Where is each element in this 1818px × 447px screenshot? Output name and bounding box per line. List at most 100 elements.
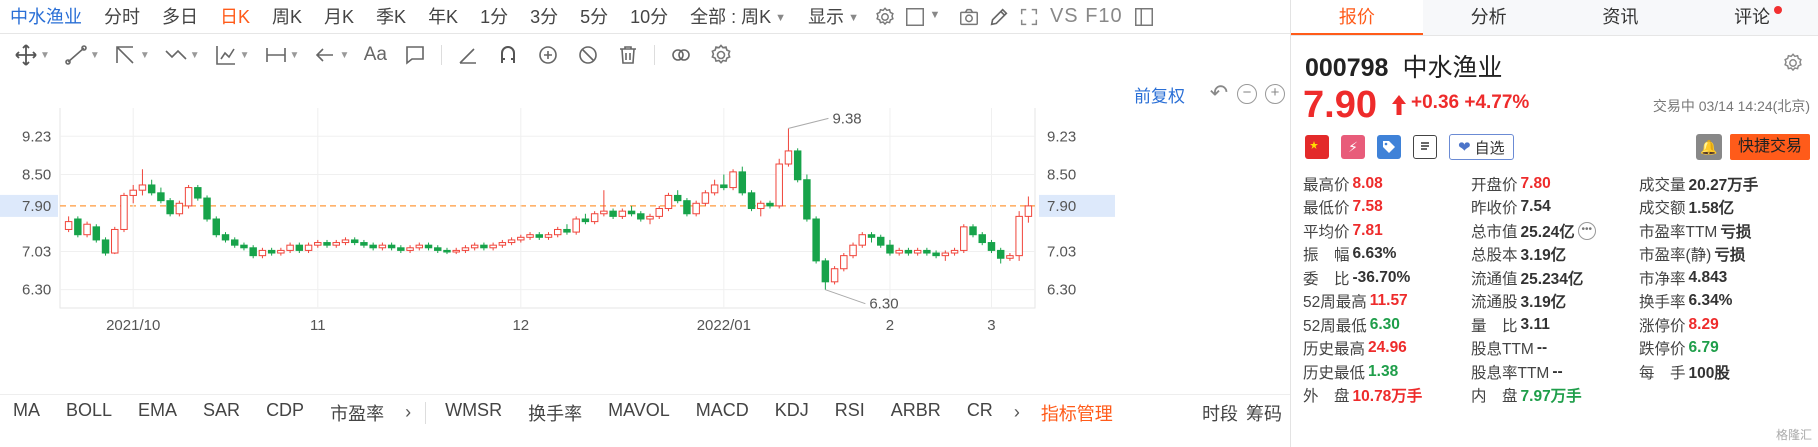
trash-icon[interactable] <box>608 38 648 72</box>
fast-trade-button[interactable]: 快捷交易 <box>1729 134 1810 160</box>
chevron-right-icon[interactable]: › <box>1013 402 1020 422</box>
candle-body <box>747 192 756 210</box>
candle <box>692 200 700 217</box>
stat-label: 市盈率TTM <box>1639 223 1718 241</box>
timeframe-tab[interactable]: 多日 <box>162 6 198 27</box>
measure-icon[interactable] <box>256 38 296 72</box>
zoom-in-icon[interactable]: + <box>1265 84 1285 104</box>
fibonacci-icon[interactable] <box>206 38 246 72</box>
indicator-tab[interactable]: RSI <box>834 399 865 420</box>
quote-tab[interactable]: 分析 <box>1423 0 1555 35</box>
y-tick-label: 8.50 <box>1047 166 1076 183</box>
chevron-right-icon[interactable]: › <box>405 402 412 422</box>
document-icon[interactable] <box>1413 135 1437 159</box>
candle-body <box>267 249 276 254</box>
comment-icon[interactable] <box>395 38 435 72</box>
indicator-tab[interactable]: CR <box>966 399 993 420</box>
timeframe-tab[interactable]: 季K <box>376 6 407 27</box>
timeframe-tab[interactable]: 5分 <box>580 6 609 27</box>
more-icon[interactable]: ••• <box>1577 221 1596 240</box>
candle <box>461 245 470 254</box>
timeframe-tab[interactable]: 周K <box>272 6 303 27</box>
chart-type-icon[interactable]: ▼ <box>900 0 944 34</box>
stat-value: 8.08 <box>1352 174 1383 192</box>
bell-icon[interactable]: 🔔 <box>1696 134 1722 160</box>
timeframe-tab[interactable]: 月K <box>324 6 355 27</box>
stat-cell: 市盈率TTM 亏损 <box>1639 219 1815 243</box>
fullscreen-icon[interactable] <box>1014 0 1044 34</box>
tag-icon[interactable] <box>1377 135 1401 159</box>
indicator-tab[interactable]: EMA <box>138 399 178 420</box>
x-tick-label: 3 <box>987 317 995 334</box>
hide-drawings-icon[interactable] <box>568 38 608 72</box>
quote-tab[interactable]: 评论 <box>1686 0 1818 35</box>
indicator-tab[interactable]: MAVOL <box>608 399 670 420</box>
lightning-icon[interactable]: ⚡ <box>1341 135 1365 159</box>
trendline-icon[interactable] <box>56 38 96 72</box>
indicator-manage-button[interactable]: 指标管理 <box>1040 403 1113 424</box>
magnet-icon[interactable] <box>488 38 528 72</box>
candle <box>480 242 488 251</box>
stat-label: 总市值 <box>1471 223 1518 241</box>
vs-f10-button[interactable]: VS F10 <box>1049 5 1123 27</box>
channel-icon[interactable] <box>106 38 146 72</box>
pencil-icon[interactable] <box>984 0 1014 34</box>
candle-body <box>766 202 774 207</box>
angle-icon[interactable] <box>448 38 488 72</box>
candle-body <box>720 184 728 189</box>
reset-icon[interactable]: ↶ <box>1209 80 1229 105</box>
stock-name-link[interactable]: 中水渔业 <box>10 6 82 27</box>
stat-cell: 昨收价 7.54 <box>1471 196 1639 220</box>
compare-icon[interactable] <box>661 38 701 72</box>
indicator-tab[interactable]: ARBR <box>890 399 941 420</box>
candle-body <box>157 192 165 202</box>
timeframe-tab[interactable]: 3分 <box>530 6 559 27</box>
wave-icon[interactable] <box>156 38 196 72</box>
timeframe-tab[interactable]: 日K <box>220 6 251 27</box>
candle-body <box>563 228 571 233</box>
candle-body <box>710 184 719 194</box>
drawing-settings-icon[interactable] <box>701 38 741 72</box>
display-dropdown[interactable]: 显示 ▼ <box>808 6 859 27</box>
candle <box>840 253 848 272</box>
lock-drawings-icon[interactable] <box>528 38 568 72</box>
indicator-tab[interactable]: WMSR <box>445 399 503 420</box>
candle-body <box>258 249 267 257</box>
stats-row: 历史最高 24.96 股息TTM -- 跌停价 6.79 <box>1303 337 1815 361</box>
range-select[interactable]: 全部 : 周K ▼ <box>690 6 787 27</box>
candlestick-chart[interactable]: 9.23 9.23 8.50 8.50 7.90 7.90 7.03 7.03 6.30 6.30… <box>0 108 1290 388</box>
zoom-out-icon[interactable]: − <box>1237 84 1257 104</box>
stats-row: 委 比 -36.70% 流通值 25.234亿 市净率 4.843 <box>1303 266 1815 290</box>
stat-cell: 涨停价 8.29 <box>1639 313 1815 337</box>
price-adjust-toggle[interactable]: 前复权 <box>1134 87 1185 106</box>
quote-tab[interactable]: 报价 <box>1291 0 1423 35</box>
indicator-tab[interactable]: MACD <box>695 399 749 420</box>
quote-tab[interactable]: 资讯 <box>1555 0 1687 35</box>
text-tool-icon[interactable]: Aa <box>363 44 387 65</box>
gear-icon[interactable] <box>1782 52 1804 74</box>
x-tick-label: 12 <box>512 317 529 334</box>
camera-icon[interactable] <box>954 0 984 34</box>
candle-body <box>1015 215 1023 257</box>
candle-body <box>895 249 903 254</box>
timeframe-tab[interactable]: 分时 <box>104 6 140 27</box>
indicator-tab[interactable]: 换手率 <box>528 403 583 424</box>
settings-icon[interactable] <box>870 0 900 34</box>
arrow-tool-icon[interactable] <box>305 38 345 72</box>
chips-button[interactable]: 筹码 <box>1246 403 1282 424</box>
indicator-tab[interactable]: CDP <box>266 399 305 420</box>
indicator-tab[interactable]: BOLL <box>66 399 113 420</box>
indicator-tab[interactable]: 市盈率 <box>330 403 385 424</box>
candle-body <box>101 239 110 254</box>
add-watchlist-button[interactable]: ❤ 自选 <box>1449 134 1514 160</box>
timeframe-tab[interactable]: 1分 <box>480 6 509 27</box>
move-icon[interactable] <box>6 38 46 72</box>
indicator-tab[interactable]: KDJ <box>774 399 809 420</box>
timeframe-tab[interactable]: 10分 <box>630 6 669 27</box>
timeshare-button[interactable]: 时段 <box>1202 403 1238 424</box>
sidebar-toggle-icon[interactable] <box>1129 0 1159 34</box>
indicator-tab[interactable]: SAR <box>203 399 241 420</box>
plot-frame <box>59 108 1036 309</box>
timeframe-tab[interactable]: 年K <box>428 6 459 27</box>
indicator-tab[interactable]: MA <box>13 399 40 420</box>
